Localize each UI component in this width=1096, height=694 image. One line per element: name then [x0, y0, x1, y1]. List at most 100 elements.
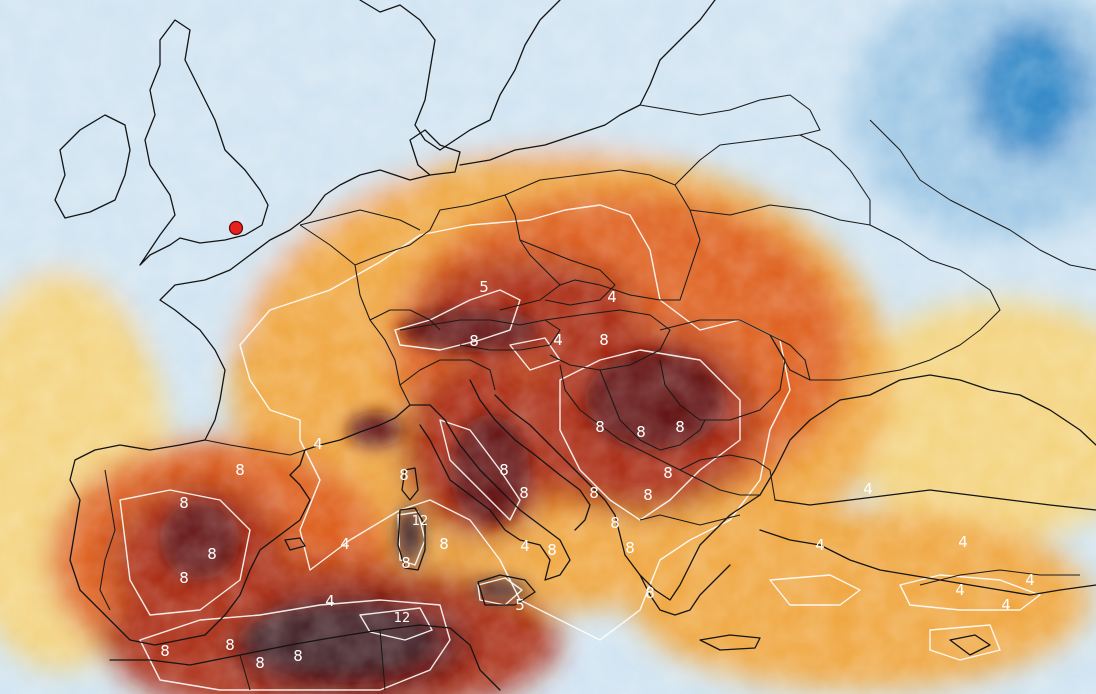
border-bulgaria	[679, 454, 776, 501]
coast-scandinavia	[359, 0, 561, 151]
coast-turkey-south	[759, 529, 1096, 596]
contour-8-alps	[394, 289, 521, 351]
contour-label: 4	[863, 480, 873, 498]
contour-lines	[119, 204, 1041, 691]
border-benelux	[299, 209, 421, 231]
contour-label: 8	[225, 636, 235, 654]
coast-denmark	[409, 129, 461, 176]
contour-8-balkans	[559, 349, 741, 521]
contour-label: 8	[293, 647, 303, 665]
coast-sicily	[477, 574, 536, 606]
coast-black-sea-south	[774, 489, 1096, 511]
border-serbia	[599, 369, 706, 451]
contour-8-iberia	[119, 489, 251, 616]
contour-label: 5	[479, 278, 489, 296]
contour-4-turkey-c	[929, 624, 1001, 661]
border-pyrenees	[204, 439, 306, 456]
contour-label: 8	[610, 514, 620, 532]
coast-italy-east	[469, 379, 591, 531]
contour-label: 8	[625, 539, 635, 557]
contour-label: 8	[519, 484, 529, 502]
contour-label: 4	[815, 536, 825, 554]
contour-label: 8	[589, 484, 599, 502]
coast-italy	[409, 404, 571, 581]
contour-12-africa	[359, 607, 433, 641]
border-ukraine	[689, 204, 1001, 381]
coast-corsica	[401, 467, 419, 501]
coast-adriatic-east	[494, 394, 761, 601]
contour-8-italy	[439, 419, 521, 521]
contour-label: 8	[663, 464, 673, 482]
coast-sardinia	[397, 507, 426, 571]
contour-label: 4	[553, 331, 563, 349]
border-russia	[869, 119, 1096, 271]
coast-iberia	[69, 439, 311, 646]
contour-label: 8	[439, 535, 449, 553]
contour-label: 8	[499, 461, 509, 479]
contour-label: 4	[958, 533, 968, 551]
contour-4-turkey-b	[899, 574, 1041, 611]
contour-label: 4	[325, 592, 335, 610]
contour-label: 4	[313, 435, 323, 453]
coast-north-sea	[159, 169, 431, 441]
coastlines	[54, 0, 1096, 691]
border-africa	[239, 629, 386, 691]
border-romania	[659, 319, 786, 421]
contour-label: 8	[160, 642, 170, 660]
contour-label: 4	[340, 535, 350, 553]
border-italy-north	[399, 359, 496, 391]
border-balkans	[559, 364, 760, 496]
contour-label: 8	[636, 423, 646, 441]
border-switzerland	[369, 309, 441, 331]
contour-label: 8	[235, 461, 245, 479]
contour-label: 8	[207, 545, 217, 563]
coast-cyprus	[949, 634, 991, 656]
contour-label: 4	[1001, 596, 1011, 614]
contour-label: 8	[401, 554, 411, 572]
coast-france-med	[304, 404, 411, 451]
contour-label: 8	[595, 418, 605, 436]
contour-label: 8	[469, 332, 479, 350]
border-baltics	[639, 94, 821, 136]
contour-label: 5	[515, 596, 525, 614]
contour-8-africa	[139, 599, 451, 691]
contour-label: 8	[179, 494, 189, 512]
border-czech	[519, 239, 616, 306]
country-borders	[99, 94, 1096, 691]
contour-label: 4	[1025, 571, 1035, 589]
contour-label: 8	[255, 654, 265, 672]
location-marker	[228, 220, 244, 236]
contour-label: 8	[643, 486, 653, 504]
coast-balearics	[284, 537, 306, 551]
contour-label: 4	[955, 581, 965, 599]
contour-4-turkey-a	[769, 574, 861, 606]
border-hungary	[544, 309, 671, 371]
contour-4-central	[239, 204, 791, 641]
border-greece	[639, 514, 741, 526]
contour-label: 8	[399, 466, 409, 484]
border-spain-portugal	[99, 469, 116, 611]
coast-ireland	[54, 114, 131, 219]
border-germany	[354, 194, 561, 311]
contour-label: 12	[394, 611, 411, 626]
contour-label: 12	[412, 514, 429, 529]
coast-britain	[139, 19, 269, 266]
border-moldova	[769, 334, 811, 381]
coast-africa	[109, 624, 501, 691]
contour-label: 4	[607, 288, 617, 306]
contour-label: 8	[599, 331, 609, 349]
contour-label: 8	[179, 569, 189, 587]
contour-8-sicily	[477, 577, 523, 606]
contour-label: 4	[520, 537, 530, 555]
border-turkey-syria	[919, 569, 1080, 586]
contour-label: 8	[675, 418, 685, 436]
border-poland	[504, 169, 701, 301]
coast-baltic	[459, 0, 716, 166]
coast-black-sea	[759, 374, 1096, 496]
contour-label: 8	[547, 541, 557, 559]
contour-label: 8	[645, 584, 655, 602]
